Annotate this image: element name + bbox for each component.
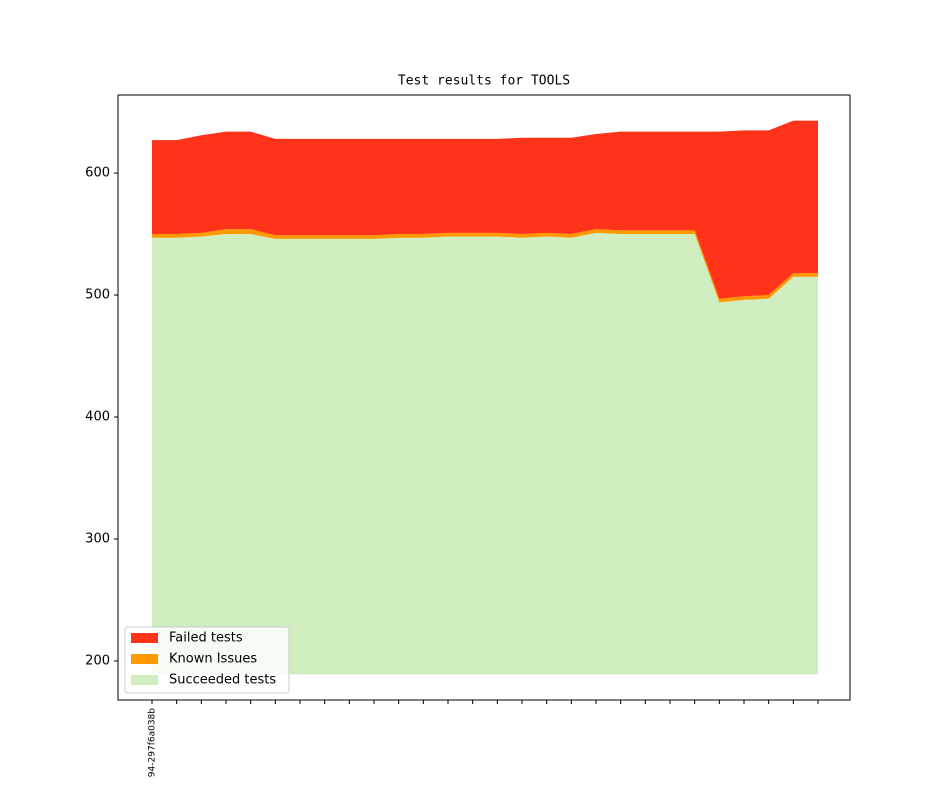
legend-label: Failed tests (169, 631, 243, 646)
legend-box (124, 626, 290, 694)
area (152, 120, 818, 299)
chart-title: Test results for TOOLS (398, 74, 570, 89)
y-tick-label: 200 (85, 653, 110, 668)
x-tick-label: 94-297f6a038b (148, 708, 158, 777)
legend-swatch (131, 633, 158, 643)
y-tick-label: 600 (85, 166, 110, 181)
y-tick-label: 500 (85, 288, 110, 303)
legend-swatch (131, 675, 158, 685)
legend-swatch (131, 654, 158, 664)
y-tick-label: 300 (85, 531, 110, 546)
legend-label: Known Issues (169, 652, 257, 667)
legend-label: Succeeded tests (169, 673, 276, 688)
y-tick-label: 400 (85, 410, 110, 425)
plot-frame (117, 94, 851, 701)
area (152, 232, 818, 675)
